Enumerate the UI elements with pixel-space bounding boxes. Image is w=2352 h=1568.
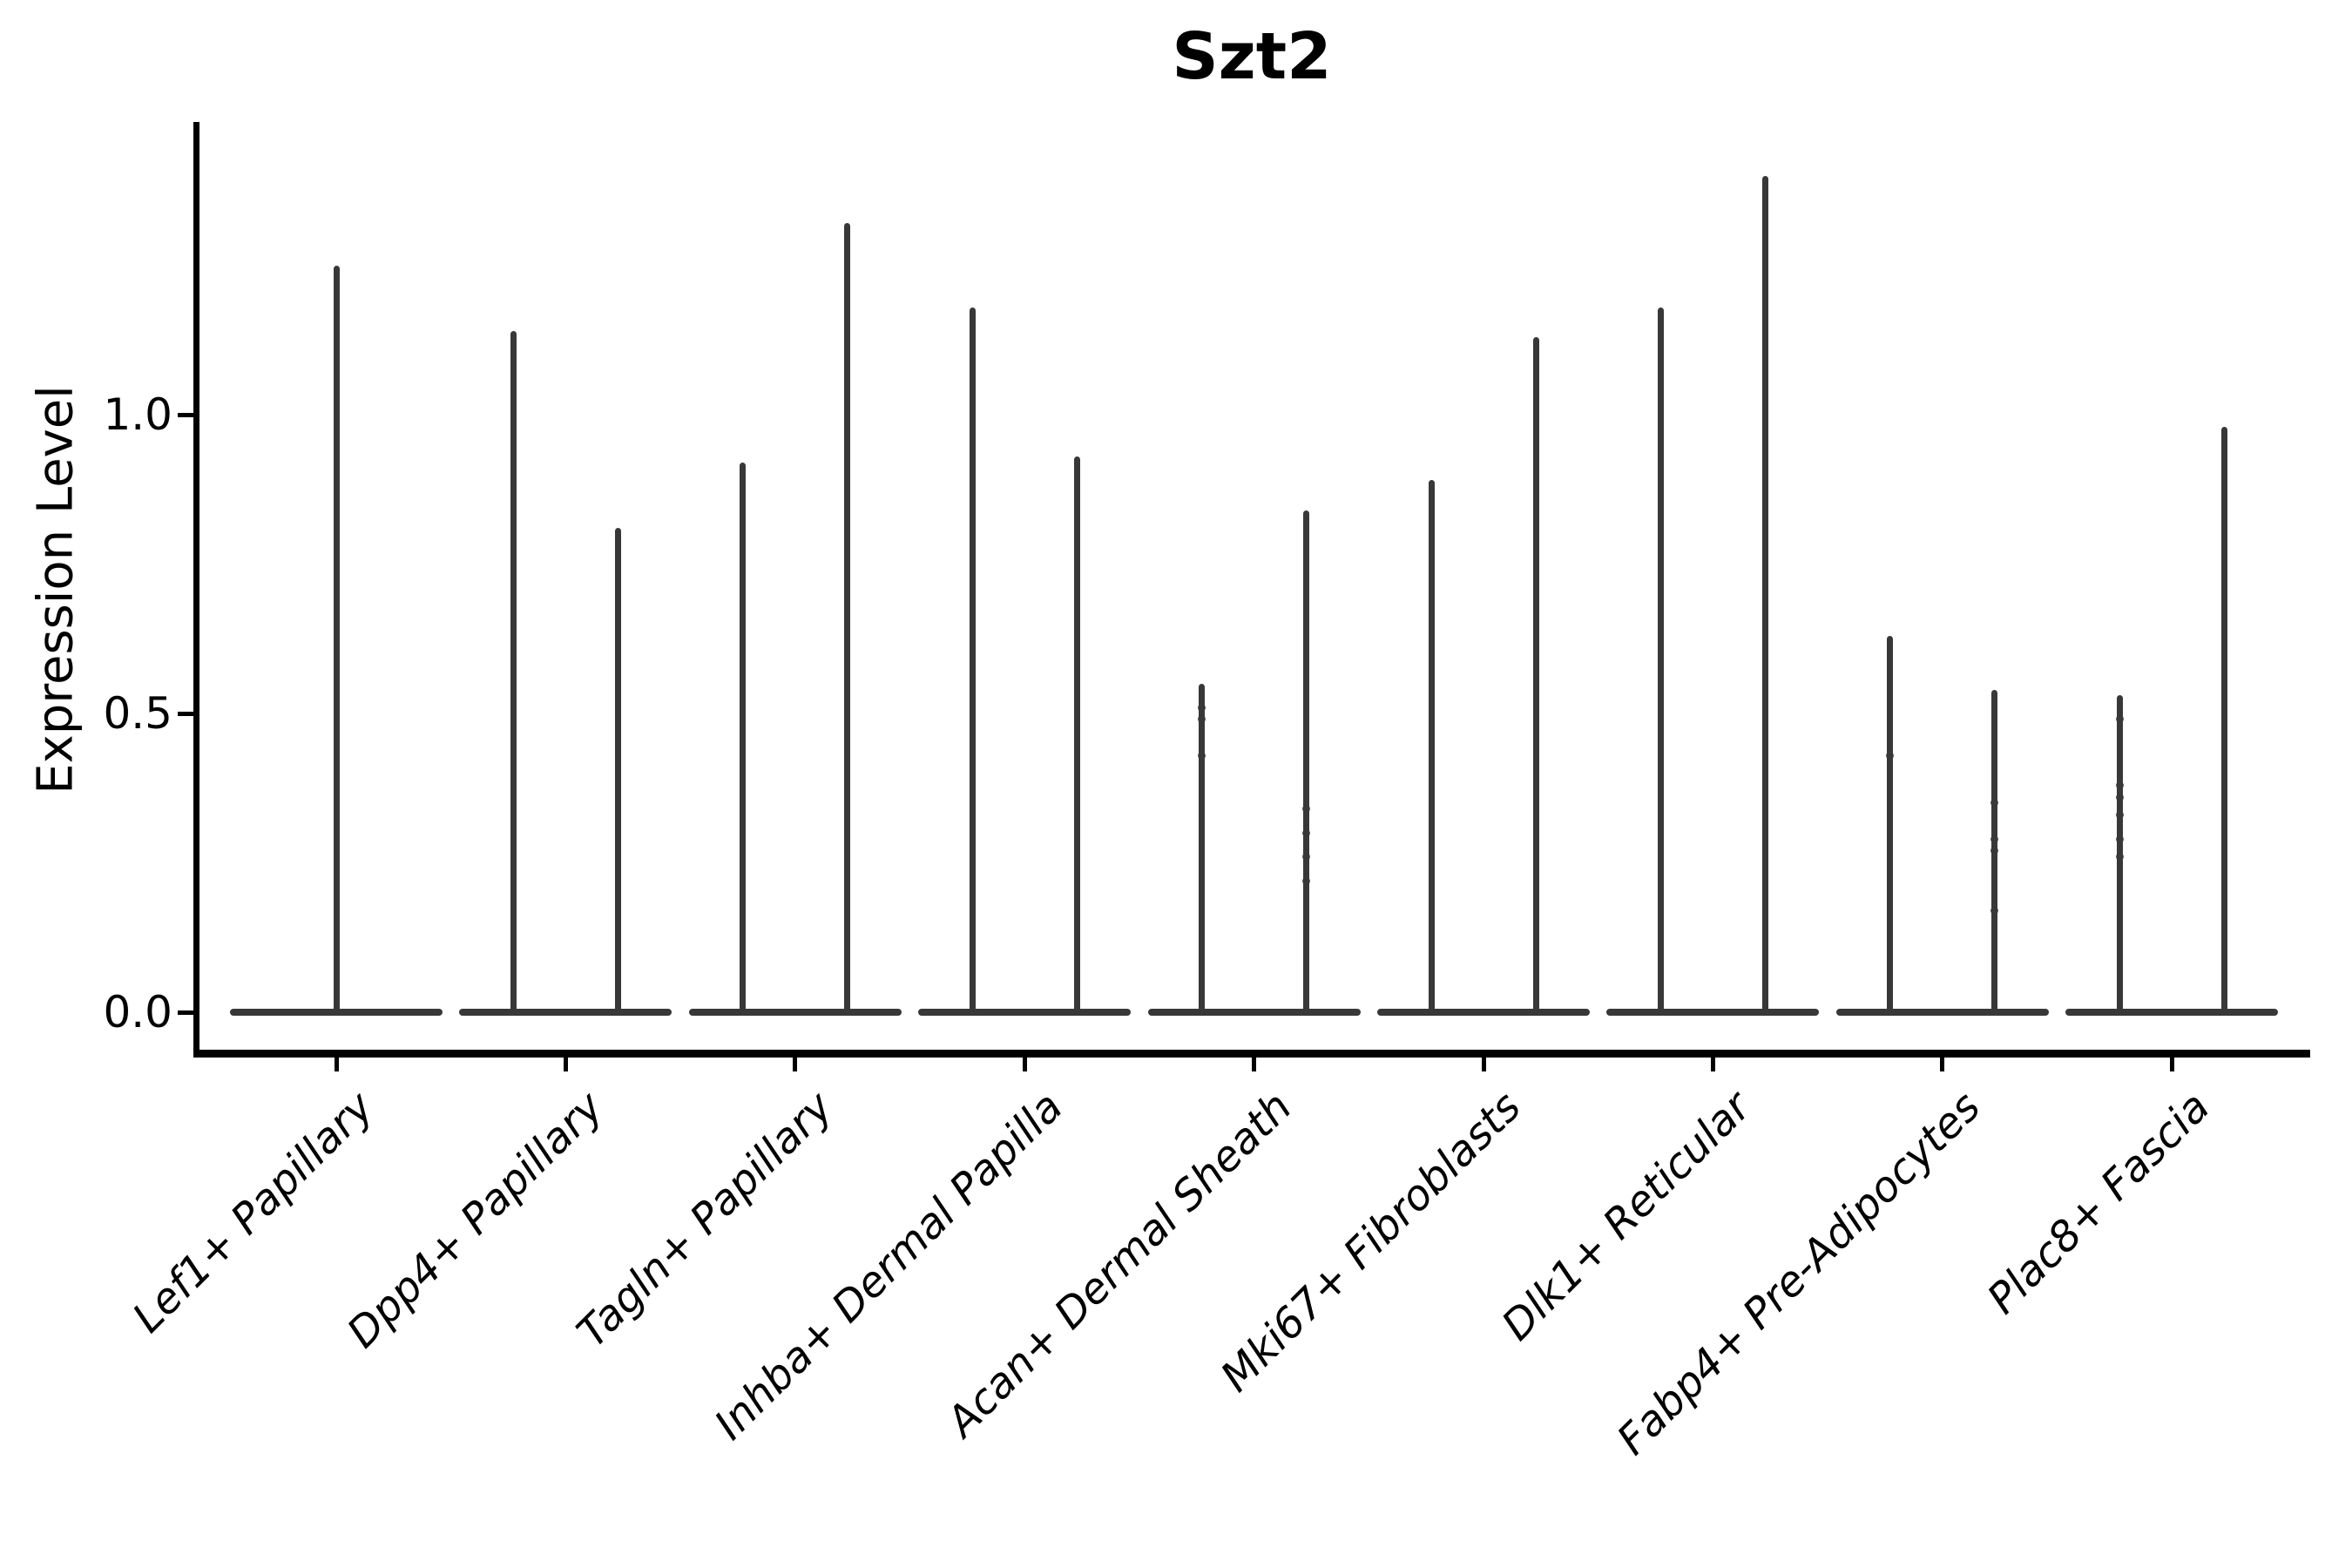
violin	[740, 462, 747, 1016]
y-tickmark	[178, 1010, 193, 1015]
jitter-point	[2115, 793, 2124, 801]
jitter-point	[1198, 715, 1206, 724]
jitter-point	[1886, 751, 1895, 760]
x-axis-spine	[193, 1050, 2310, 1058]
jitter-point	[1990, 847, 1999, 855]
violin	[333, 265, 340, 1016]
violin	[1428, 480, 1435, 1016]
violin-base	[459, 1009, 672, 1016]
jitter-point	[1302, 876, 1311, 885]
violin	[614, 528, 621, 1016]
jitter-point	[2115, 715, 2124, 724]
violin	[2220, 426, 2227, 1016]
y-tick-label: 0.0	[103, 987, 172, 1037]
violin	[969, 307, 976, 1016]
x-tickmark	[793, 1058, 798, 1071]
violin-base	[1835, 1009, 2049, 1016]
violin	[1303, 510, 1310, 1016]
x-tick-label-text: Dpp4+ Papillary	[337, 1082, 613, 1358]
violin	[1199, 683, 1206, 1016]
violin	[1887, 635, 1894, 1016]
y-axis-spine	[193, 122, 199, 1058]
x-tick-label-text: Lef1+ Papillary	[124, 1082, 384, 1342]
jitter-point	[1990, 799, 1999, 808]
jitter-point	[1302, 828, 1311, 837]
violin	[1532, 336, 1539, 1016]
violin	[1073, 456, 1080, 1016]
x-tickmark	[1252, 1058, 1257, 1071]
y-tick-label: 1.0	[103, 389, 172, 440]
chart-title: Szt2	[1172, 19, 1332, 94]
violin	[510, 330, 517, 1016]
x-tickmark	[1481, 1058, 1486, 1071]
violin	[1761, 175, 1768, 1016]
violin-base	[688, 1009, 902, 1016]
violin-base	[1606, 1009, 1820, 1016]
violin-base	[1147, 1009, 1361, 1016]
x-tickmark	[1940, 1058, 1945, 1071]
y-tick-label: 0.5	[103, 688, 172, 739]
jitter-point	[1990, 835, 1999, 843]
violin	[1657, 307, 1664, 1016]
violin-base	[918, 1009, 1132, 1016]
x-tickmark	[1022, 1058, 1027, 1071]
violin-base	[2065, 1009, 2279, 1016]
jitter-point	[1198, 751, 1206, 760]
x-tick-label-text: Plac8+ Fascia	[1977, 1082, 2220, 1324]
jitter-point	[1990, 906, 1999, 915]
y-tickmark	[178, 711, 193, 716]
x-tickmark	[1710, 1058, 1715, 1071]
jitter-point	[2115, 835, 2124, 843]
jitter-point	[1302, 805, 1311, 814]
violin-base	[1377, 1009, 1590, 1016]
jitter-point	[2115, 811, 2124, 820]
x-tickmark	[334, 1058, 339, 1071]
x-tickmark	[563, 1058, 568, 1071]
y-tickmark	[178, 412, 193, 417]
jitter-point	[1198, 703, 1206, 712]
jitter-point	[2115, 781, 2124, 789]
violin	[844, 223, 851, 1016]
jitter-point	[1302, 853, 1311, 862]
jitter-point	[2115, 853, 2124, 862]
x-tick-label-text: Tagln+ Papillary	[567, 1082, 842, 1357]
x-tickmark	[2169, 1058, 2174, 1071]
x-tick-label-text: Dlk1+ Reticular	[1492, 1082, 1761, 1350]
